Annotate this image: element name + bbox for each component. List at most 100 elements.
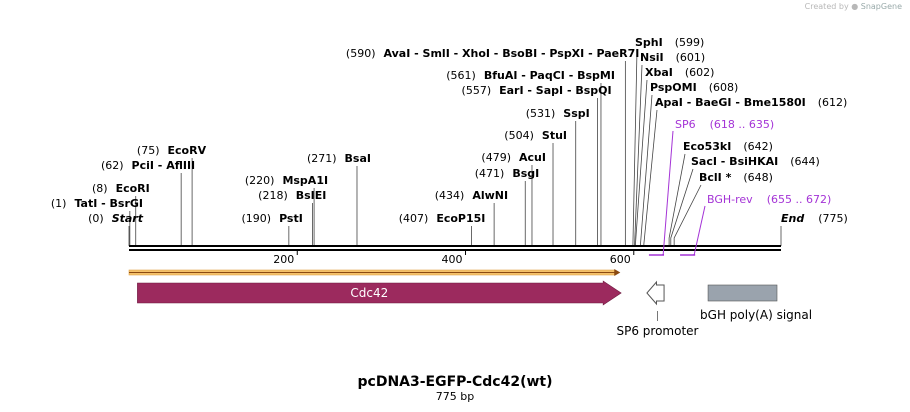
credit-brand: SnapGene xyxy=(860,2,902,11)
primer-label: SP6 (618 .. 635) xyxy=(675,118,774,131)
site-position: (471) xyxy=(475,167,505,180)
feature-label: SP6 promoter xyxy=(616,324,698,338)
site-leader-line xyxy=(673,184,702,246)
ruler-tick-label: 200 xyxy=(273,253,294,266)
site-label: (407) EcoP15I xyxy=(399,212,486,225)
primer-binding-mark xyxy=(648,254,665,256)
site-label: (434) AlwNI xyxy=(435,189,508,202)
primer-name: BGH-rev xyxy=(707,193,753,206)
site-enzymes: SspI xyxy=(563,107,589,120)
primer-label: BGH-rev (655 .. 672) xyxy=(707,193,831,206)
site-label: (557) EarI - SapI - BspQI xyxy=(462,84,612,97)
site-position: (642) xyxy=(743,140,773,153)
site-position: (271) xyxy=(307,152,337,165)
site-position: (775) xyxy=(818,212,848,225)
site-enzymes: AcuI xyxy=(519,151,546,164)
site-label: (271) BsaI xyxy=(307,152,371,165)
restriction-sites: (590) AvaI - SmlI - XhoI - BsoBI - PspXI … xyxy=(51,36,848,225)
site-leader-line xyxy=(632,49,638,246)
site-enzymes: SphI xyxy=(635,36,663,49)
site-position: (218) xyxy=(258,189,288,202)
snapgene-logo-icon: ● xyxy=(851,2,859,11)
site-label: (75) EcoRV xyxy=(137,144,207,157)
site-position: (220) xyxy=(245,174,275,187)
credit-prefix: Created by xyxy=(804,2,849,11)
site-position: (644) xyxy=(790,155,820,168)
site-enzymes: EcoRI xyxy=(116,182,150,195)
site-enzymes: ApaI - BaeGI - Bme1580I xyxy=(655,96,806,109)
site-enzymes: EcoP15I xyxy=(436,212,485,225)
site-enzymes: Start xyxy=(112,212,144,225)
site-position: (434) xyxy=(435,189,465,202)
site-position: (8) xyxy=(92,182,108,195)
site-label: (561) BfuAI - PaqCI - BspMI xyxy=(446,69,615,82)
site-enzymes: PstI xyxy=(279,212,303,225)
site-label: (62) PciI - AflIII xyxy=(101,159,195,172)
site-leader-line xyxy=(635,79,648,246)
feature-label: Cdc42 xyxy=(350,286,388,300)
site-label: ApaI - BaeGI - Bme1580I (612) xyxy=(655,96,847,109)
site-enzymes: EarI - SapI - BspQI xyxy=(499,84,611,97)
site-label: (1) TatI - BsrGI xyxy=(51,197,143,210)
site-enzymes: BsgI xyxy=(512,167,539,180)
site-label: Eco53kI (642) xyxy=(683,140,773,153)
site-enzymes: BclI * xyxy=(699,171,732,184)
site-label: (531) SspI xyxy=(526,107,590,120)
site-label: (479) AcuI xyxy=(481,151,546,164)
site-label: SphI (599) xyxy=(635,36,704,49)
site-label-end: End (775) xyxy=(781,212,848,225)
site-label: SacI - BsiHKAI (644) xyxy=(691,155,820,168)
site-label: (190) PstI xyxy=(241,212,302,225)
site-position: (601) xyxy=(676,51,706,64)
site-position: (1) xyxy=(51,197,67,210)
site-leader-line xyxy=(668,153,686,246)
site-enzymes: EcoRV xyxy=(168,144,207,157)
primer-name: SP6 xyxy=(675,118,696,131)
site-label: (218) BsIEI xyxy=(258,189,326,202)
site-enzymes: StuI xyxy=(542,129,567,142)
feature-cdc42-arrow[interactable] xyxy=(137,280,622,306)
primer-range: (618 .. 635) xyxy=(710,118,775,131)
site-position: (602) xyxy=(685,66,715,79)
site-enzymes: PciI - AflIII xyxy=(132,159,196,172)
site-position: (599) xyxy=(675,36,705,49)
site-enzymes: SacI - BsiHKAI xyxy=(691,155,778,168)
site-position: (590) xyxy=(346,47,376,60)
site-label: NsiI (601) xyxy=(640,51,705,64)
site-label: (504) StuI xyxy=(504,129,567,142)
site-enzymes: BfuAI - PaqCI - BspMI xyxy=(484,69,615,82)
site-label: BclI * (648) xyxy=(699,171,773,184)
ruler-tick-label: 600 xyxy=(610,253,631,266)
site-position: (62) xyxy=(101,159,124,172)
primers: SP6 (618 .. 635) BGH-rev (655 .. 672) xyxy=(648,118,831,256)
feature-bgh-polya-box[interactable] xyxy=(707,284,778,302)
ruler: 200 400 600 xyxy=(273,250,635,266)
site-label: (220) MspA1I xyxy=(245,174,328,187)
site-position: (648) xyxy=(743,171,773,184)
site-position: (612) xyxy=(818,96,848,109)
site-enzymes: End xyxy=(781,212,804,225)
orf-arrowhead xyxy=(614,269,621,276)
plasmid-length: 775 bp xyxy=(436,390,474,403)
feature-label: bGH poly(A) signal xyxy=(700,308,812,322)
site-label: (471) BsgI xyxy=(475,167,540,180)
site-position: (190) xyxy=(241,212,271,225)
site-enzymes: NsiI xyxy=(640,51,664,64)
site-label: (8) EcoRI xyxy=(92,182,150,195)
site-position: (407) xyxy=(399,212,429,225)
site-position: (608) xyxy=(709,81,739,94)
site-enzymes: PspOMI xyxy=(650,81,697,94)
site-enzymes: BsIEI xyxy=(296,189,327,202)
primer-leader-line xyxy=(693,205,706,255)
site-position: (504) xyxy=(504,129,534,142)
site-position: (75) xyxy=(137,144,160,157)
primer-range: (655 .. 672) xyxy=(767,193,832,206)
snapgene-credit: Created by ● SnapGene xyxy=(805,2,902,11)
site-label: PspOMI (608) xyxy=(650,81,738,94)
site-enzymes: AlwNI xyxy=(472,189,508,202)
site-label: (0) Start xyxy=(88,212,144,225)
feature-sp6-promoter-arrow[interactable] xyxy=(646,280,665,306)
site-position: (531) xyxy=(526,107,556,120)
